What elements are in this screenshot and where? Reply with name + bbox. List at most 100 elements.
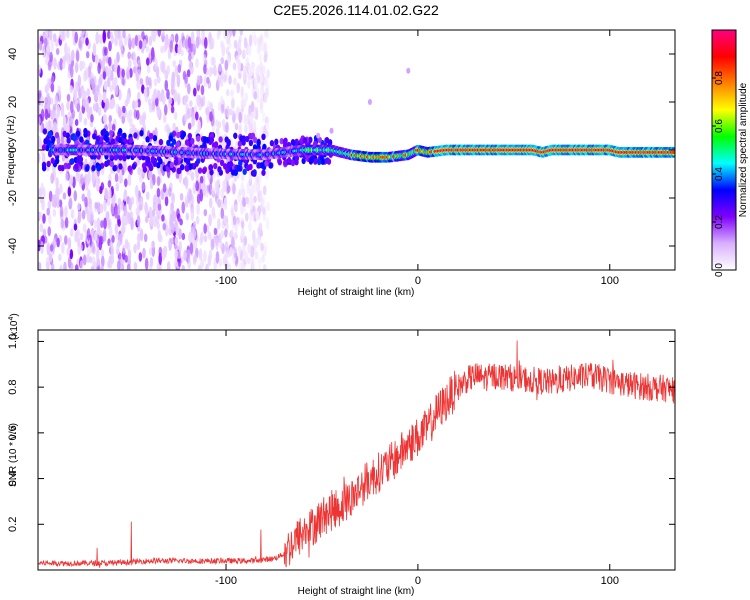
spectrogram-cell [63, 136, 68, 146]
spectrogram-cell [217, 198, 222, 208]
spectrogram-cell [218, 136, 223, 143]
spectrogram-cell [286, 157, 292, 164]
spectrogram-cell [122, 192, 127, 202]
spectrogram-y-tick-label: -20 [7, 190, 19, 206]
spectrogram-cell [228, 160, 234, 168]
spectrogram-cell [114, 36, 118, 47]
spectrogram-cell [38, 153, 41, 162]
spectrogram-cell [80, 177, 84, 185]
spectrogram-cell [241, 229, 245, 239]
spectrogram-cell [213, 141, 219, 148]
spectrogram-cell [262, 112, 266, 123]
snr-x-tick-label: -100 [215, 575, 237, 587]
spectrogram-cell [74, 163, 79, 170]
spectrogram-cell [110, 245, 115, 258]
spectrogram-cell [254, 106, 259, 115]
spectrogram-cell [324, 137, 330, 144]
figure-title: C2E5.2026.114.01.02.G22 [273, 2, 439, 18]
spectrogram-cell [121, 115, 126, 124]
spectrogram-cell [94, 202, 99, 210]
spectrogram-cell [184, 94, 189, 102]
spectrogram-cell [54, 132, 60, 139]
spectrogram-cell [43, 37, 48, 48]
spectrogram-cell [102, 30, 107, 43]
spectrogram-cell [208, 197, 213, 209]
spectrogram-cell [256, 162, 261, 169]
spectrogram-cell [238, 35, 242, 43]
spectrogram-cell [294, 154, 300, 162]
spectrogram-cell [117, 197, 122, 206]
spectrogram-cell [240, 261, 245, 270]
spectrogram-cell [217, 218, 221, 230]
spectrogram-cell [148, 169, 153, 180]
spectrogram-cell [50, 82, 55, 93]
spectrogram-cell [79, 60, 83, 72]
spectrogram-cell [237, 140, 243, 148]
spectrogram-cell [179, 218, 183, 226]
spectrogram-cell [206, 110, 210, 124]
spectrogram-cell [163, 43, 168, 53]
spectrogram-cell [261, 169, 266, 176]
spectrogram-cell [194, 160, 199, 167]
spectrogram-cell [259, 61, 263, 73]
spectrogram-cell [156, 262, 161, 270]
spectrogram-cell [245, 164, 251, 172]
spectrogram-cell [230, 236, 235, 249]
spectrogram-cell [188, 231, 192, 243]
spectrogram-cell [248, 177, 253, 187]
spectrogram-cell [107, 67, 112, 78]
spectrogram-cell [132, 66, 137, 74]
spectrogram-cell [218, 63, 222, 72]
spectrogram-cell [61, 154, 66, 162]
spectrogram-cell [199, 188, 204, 202]
spectrogram-cell [139, 228, 144, 242]
spectrogram-cell [209, 136, 215, 144]
spectrogram-cell [290, 139, 296, 146]
spectrogram-cell [115, 231, 120, 240]
spectrogram-cell [117, 136, 123, 144]
spectrogram-cell [48, 213, 52, 225]
spectrogram-cell [173, 159, 179, 166]
spectrogram-cell [248, 123, 252, 134]
spectrogram-cell [217, 30, 222, 36]
spectrogram-cell [38, 40, 43, 51]
spectrogram-cell [258, 53, 263, 63]
spectrogram-cell [69, 118, 74, 128]
spectrogram-cell [41, 144, 47, 151]
spectrogram-cell [160, 188, 164, 200]
spectrogram-cell [94, 54, 99, 64]
spectrogram-cell [122, 132, 127, 140]
spectrogram-cell [212, 56, 216, 66]
spectrogram-cell [246, 184, 251, 195]
spectrogram-cell [203, 209, 208, 217]
spectrogram-cell [242, 70, 247, 81]
spectrogram-cell [164, 195, 169, 207]
spectrogram-cell [233, 169, 239, 176]
spectrogram-cell [192, 43, 197, 56]
spectrogram-cell [161, 214, 165, 222]
spectrogram-cell [173, 111, 178, 120]
spectrogram-cell [136, 215, 141, 227]
spectrogram-cell [62, 115, 67, 129]
spectrogram-cell [253, 195, 257, 203]
spectrogram-cell [156, 176, 161, 187]
spectrogram-cell [91, 165, 96, 172]
spectrogram-cell [120, 200, 125, 211]
spectrogram-cell [56, 104, 61, 118]
spectrogram-x-tick-label: 0 [415, 275, 421, 287]
spectrogram-cell [203, 37, 208, 49]
spectrogram-cell [234, 122, 239, 131]
spectrogram-cell [96, 184, 100, 192]
snr-y-tick-label: 0.4 [7, 471, 19, 486]
spectrogram-cell [59, 58, 64, 71]
spectrogram-cell [108, 255, 113, 264]
spectrogram-cell [244, 92, 249, 102]
spectrogram-cell [181, 264, 186, 270]
snr-multiplier-base: (x10 [9, 320, 20, 340]
spectrogram-cell [82, 223, 87, 233]
spectrogram-cell [138, 252, 143, 262]
spectrogram-x-tick-label: -100 [215, 275, 237, 287]
spectrogram-cell [240, 220, 245, 229]
snr-y-label: SNR (10 * v/v) [8, 423, 19, 487]
spectrogram-cell [153, 78, 158, 87]
